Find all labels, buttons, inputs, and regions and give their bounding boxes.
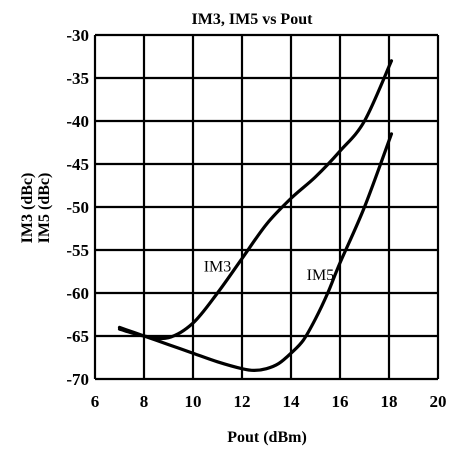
y-axis-ticks: -30 -35 -40 -45 -50 -55 -60 -65 -70	[66, 26, 89, 389]
x-axis-label: Pout (dBm)	[227, 429, 307, 446]
y-tick-label: -50	[66, 198, 89, 217]
x-tick-label: 10	[185, 392, 202, 411]
y-tick-label: -30	[66, 26, 89, 45]
y-tick-label: -45	[66, 155, 89, 174]
x-tick-label: 16	[332, 392, 349, 411]
series-line-im5	[117, 132, 394, 372]
curve-label-im5: IM5	[307, 267, 335, 284]
series-line-im3	[117, 59, 394, 341]
y-tick-label: -55	[66, 241, 89, 260]
y-tick-label: -40	[66, 112, 89, 131]
x-tick-label: 6	[91, 392, 100, 411]
x-axis-ticks: 6 8 10 12 14 16 18 20	[91, 392, 447, 411]
y-tick-label: -70	[66, 370, 89, 389]
curve-labels: IM3 IM5	[204, 259, 334, 285]
x-tick-label: 8	[140, 392, 149, 411]
y-tick-label: -35	[66, 69, 89, 88]
x-tick-label: 18	[381, 392, 398, 411]
grid	[93, 33, 440, 381]
y-tick-label: -65	[66, 327, 89, 346]
series-group	[117, 59, 394, 372]
x-tick-label: 12	[234, 392, 251, 411]
y-axis-label-line2: IM5 (dBc)	[36, 173, 53, 244]
curve-label-im3: IM3	[204, 259, 232, 276]
x-tick-label: 14	[283, 392, 301, 411]
y-axis-label-line1: IM3 (dBc)	[19, 173, 36, 244]
chart-title: IM3, IM5 vs Pout	[192, 11, 314, 28]
x-tick-label: 20	[430, 392, 447, 411]
y-tick-label: -60	[66, 284, 89, 303]
